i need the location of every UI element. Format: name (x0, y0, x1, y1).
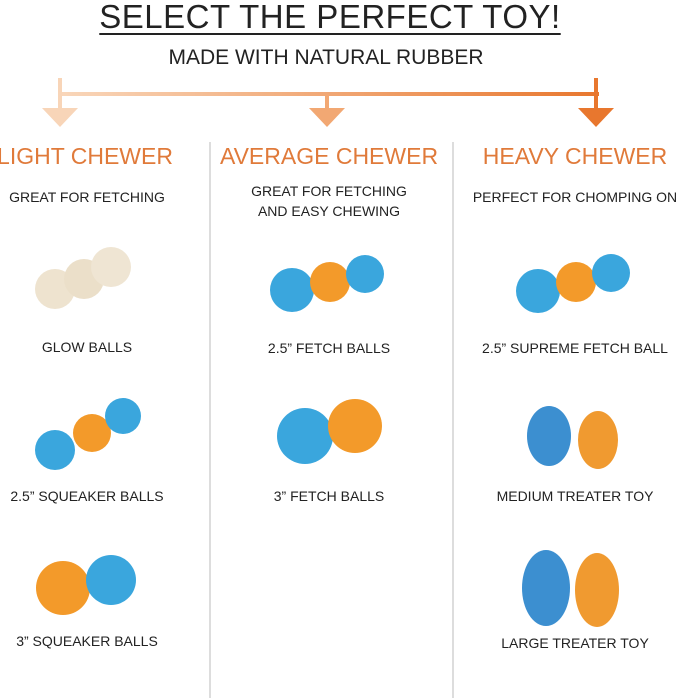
item-label: 2.5” FETCH BALLS (267, 340, 391, 356)
average-chewer-description-line2: AND EASY CHEWING (257, 203, 401, 219)
average-chewer-heading: AVERAGE CHEWER (219, 143, 439, 169)
arrow-down-icon (309, 108, 345, 127)
heavy-chewer-description: PERFECT FOR CHOMPING ON (472, 189, 678, 205)
item-label: 3” SQUEAKER BALLS (16, 633, 158, 649)
light-chewer-heading: LIGHT CHEWER (0, 143, 173, 169)
right-stem (594, 78, 598, 112)
item-label: 2.5” SUPREME FETCH BALL (482, 340, 668, 356)
fetch-balls-25-image (270, 255, 384, 312)
arrow-down-icon (42, 108, 78, 127)
squeaker-balls-3-image (36, 555, 136, 615)
supreme-fetch-ball-image (516, 254, 630, 313)
medium-treater-toy-image (527, 406, 618, 469)
item-label: MEDIUM TREATER TOY (496, 488, 654, 504)
arrow-down-icon (578, 108, 614, 127)
large-treater-toy-image (522, 550, 619, 627)
item-label: 3” FETCH BALLS (273, 488, 385, 504)
item-label: 2.5” SQUEAKER BALLS (10, 488, 164, 504)
column-divider (209, 142, 211, 698)
heavy-chewer-heading: HEAVY CHEWER (482, 143, 668, 169)
item-label: GLOW BALLS (41, 339, 133, 355)
chewer-scale-arrow (42, 78, 614, 127)
light-chewer-description: GREAT FOR FETCHING (9, 189, 165, 205)
middle-stem (325, 94, 329, 112)
left-stem (58, 78, 62, 112)
fetch-balls-3-image (277, 399, 382, 464)
item-label: LARGE TREATER TOY (501, 635, 649, 651)
column-divider (452, 142, 454, 698)
average-chewer-description-line1: GREAT FOR FETCHING (251, 183, 407, 199)
glow-balls-image (35, 247, 131, 309)
squeaker-balls-25-image (35, 398, 141, 470)
subtitle: MADE WITH NATURAL RUBBER (168, 46, 484, 69)
page-title: SELECT THE PERFECT TOY! (99, 0, 561, 35)
